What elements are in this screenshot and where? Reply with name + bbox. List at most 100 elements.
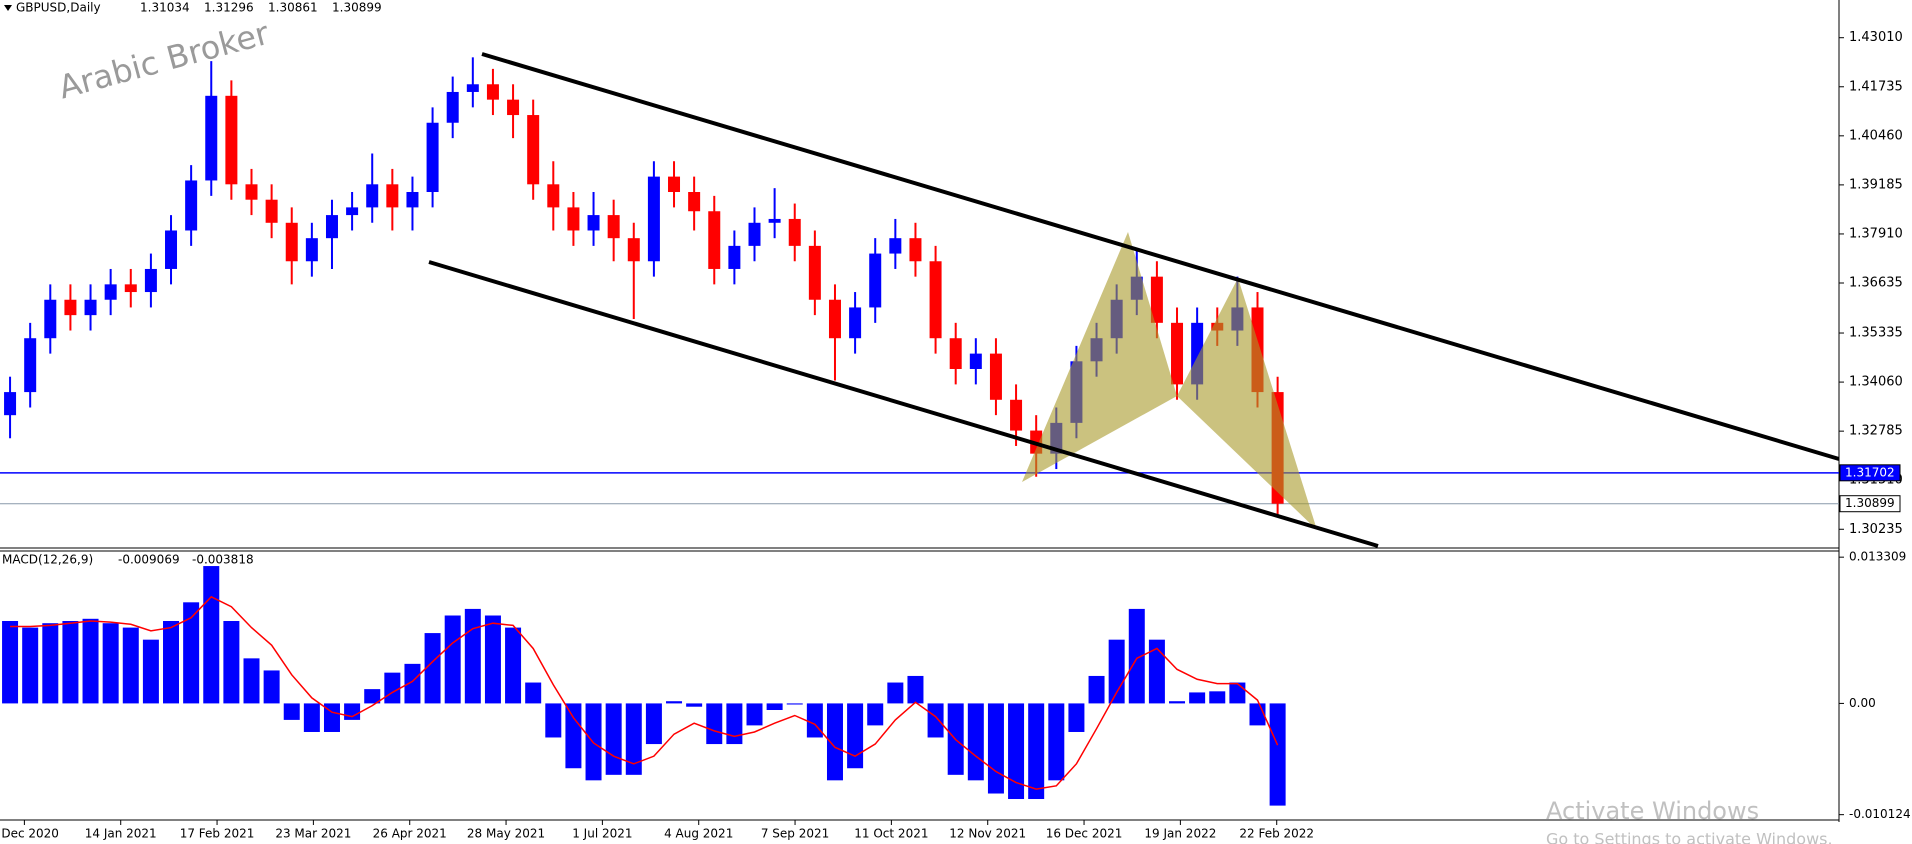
x-tick-label: 4 Aug 2021 [664, 827, 733, 841]
histogram-bar [163, 620, 180, 704]
ohlc-value: 1.31034 [140, 1, 190, 15]
histogram-bar [183, 602, 200, 704]
histogram-bar [444, 615, 461, 704]
candle-body [808, 245, 821, 300]
candle-body [547, 184, 560, 208]
histogram-bar [826, 703, 843, 781]
histogram-bar [565, 703, 582, 769]
histogram-bar [2, 620, 19, 704]
y-tick-label: 1.34060 [1849, 375, 1903, 390]
candle-body [728, 245, 741, 269]
histogram-bar [122, 627, 139, 704]
histogram-bar [263, 670, 280, 704]
candle-body [366, 184, 379, 208]
histogram-bar [666, 701, 683, 704]
histogram-bar [82, 618, 99, 704]
candle-body [688, 192, 701, 212]
histogram-bar [1088, 675, 1105, 704]
x-tick-label: 16 Dec 2021 [1046, 827, 1123, 841]
candle-body [989, 353, 1002, 400]
candle-body [587, 215, 600, 231]
histogram-bar [1048, 703, 1065, 781]
candle-body [668, 176, 681, 193]
macd-panel [2, 566, 1286, 806]
price-label: 1.31702 [1845, 465, 1895, 479]
candle-body [849, 307, 862, 339]
candle-body [305, 238, 318, 262]
histogram-bar [1269, 703, 1286, 806]
histogram-bar [706, 703, 723, 745]
y-tick-label: 1.30235 [1849, 522, 1903, 537]
candle-body [768, 218, 781, 223]
candle-body [889, 238, 902, 254]
y-tick-label: 1.35335 [1849, 326, 1903, 341]
histogram-bar [847, 703, 864, 769]
candle-body [748, 222, 761, 246]
histogram-bar [1169, 701, 1186, 704]
activation-subtitle: Go to Settings to activate Windows. [1546, 830, 1833, 844]
candle-body [607, 215, 620, 239]
signal-line [10, 595, 1279, 790]
histogram-bar [907, 675, 924, 704]
candle-body [507, 99, 520, 116]
histogram-bar [746, 703, 763, 726]
x-tick-label: 17 Feb 2021 [180, 827, 255, 841]
indicator-value: -0.003818 [192, 553, 254, 567]
histogram-bar [404, 663, 421, 704]
indicator-value: -0.009069 [118, 553, 180, 567]
histogram-bar [1108, 639, 1125, 704]
histogram-bar [1028, 703, 1045, 800]
y-tick-label: 1.43010 [1849, 30, 1903, 45]
histogram-bar [424, 633, 441, 704]
histogram-bar [1068, 703, 1085, 732]
histogram-bar [323, 703, 340, 732]
y-tick-label: 1.36635 [1849, 276, 1903, 291]
histogram-bar [605, 703, 622, 775]
candle-body [386, 184, 399, 208]
y-tick-label: 1.39185 [1849, 177, 1903, 192]
candle-body [788, 218, 801, 246]
y-tick-label: 0.00 [1849, 696, 1876, 710]
candle-body [245, 184, 258, 200]
x-tick-label: 12 Nov 2021 [949, 827, 1026, 841]
candle-body [869, 253, 882, 308]
candle-body [466, 84, 479, 92]
histogram-bar [1128, 608, 1145, 704]
histogram-bar [766, 703, 783, 711]
trend-line [481, 52, 1840, 461]
histogram-bar [62, 620, 79, 704]
candle-body [828, 299, 841, 339]
y-tick-label: 1.37910 [1849, 226, 1903, 241]
price-label-box [1839, 464, 1901, 482]
x-tick-label: 7 Sep 2021 [761, 827, 829, 841]
x-tick-label: 9 Dec 2020 [0, 827, 59, 841]
histogram-bar [303, 703, 320, 732]
x-tick-label: 23 Mar 2021 [275, 827, 351, 841]
activation-title: Activate Windows [1546, 797, 1759, 825]
candle-body [567, 207, 580, 231]
ohlc-value: 1.31296 [204, 1, 254, 15]
y-tick-label: -0.010124 [1849, 807, 1911, 821]
candle-body [165, 230, 178, 269]
y-tick-label: 1.32785 [1849, 424, 1903, 439]
histogram-bar [786, 703, 803, 705]
histogram-bar [1008, 703, 1025, 800]
histogram-bar [203, 566, 220, 704]
histogram-bar [1148, 639, 1165, 704]
histogram-bar [686, 703, 703, 707]
candle-body [84, 299, 97, 316]
histogram-bar [505, 627, 522, 704]
x-tick-label: 14 Jan 2021 [85, 827, 157, 841]
histogram-bar [484, 615, 501, 704]
menu-icon[interactable] [4, 5, 12, 11]
candle-body [124, 284, 137, 293]
ohlc-value: 1.30861 [268, 1, 318, 15]
candle-body [265, 199, 278, 223]
x-tick-label: 26 Apr 2021 [373, 827, 447, 841]
x-tick-label: 11 Oct 2021 [854, 827, 928, 841]
candle-body [205, 95, 218, 181]
y-tick-label: 1.40460 [1849, 128, 1903, 143]
histogram-bar [464, 608, 481, 704]
indicator-title: MACD(12,26,9) [2, 553, 93, 567]
